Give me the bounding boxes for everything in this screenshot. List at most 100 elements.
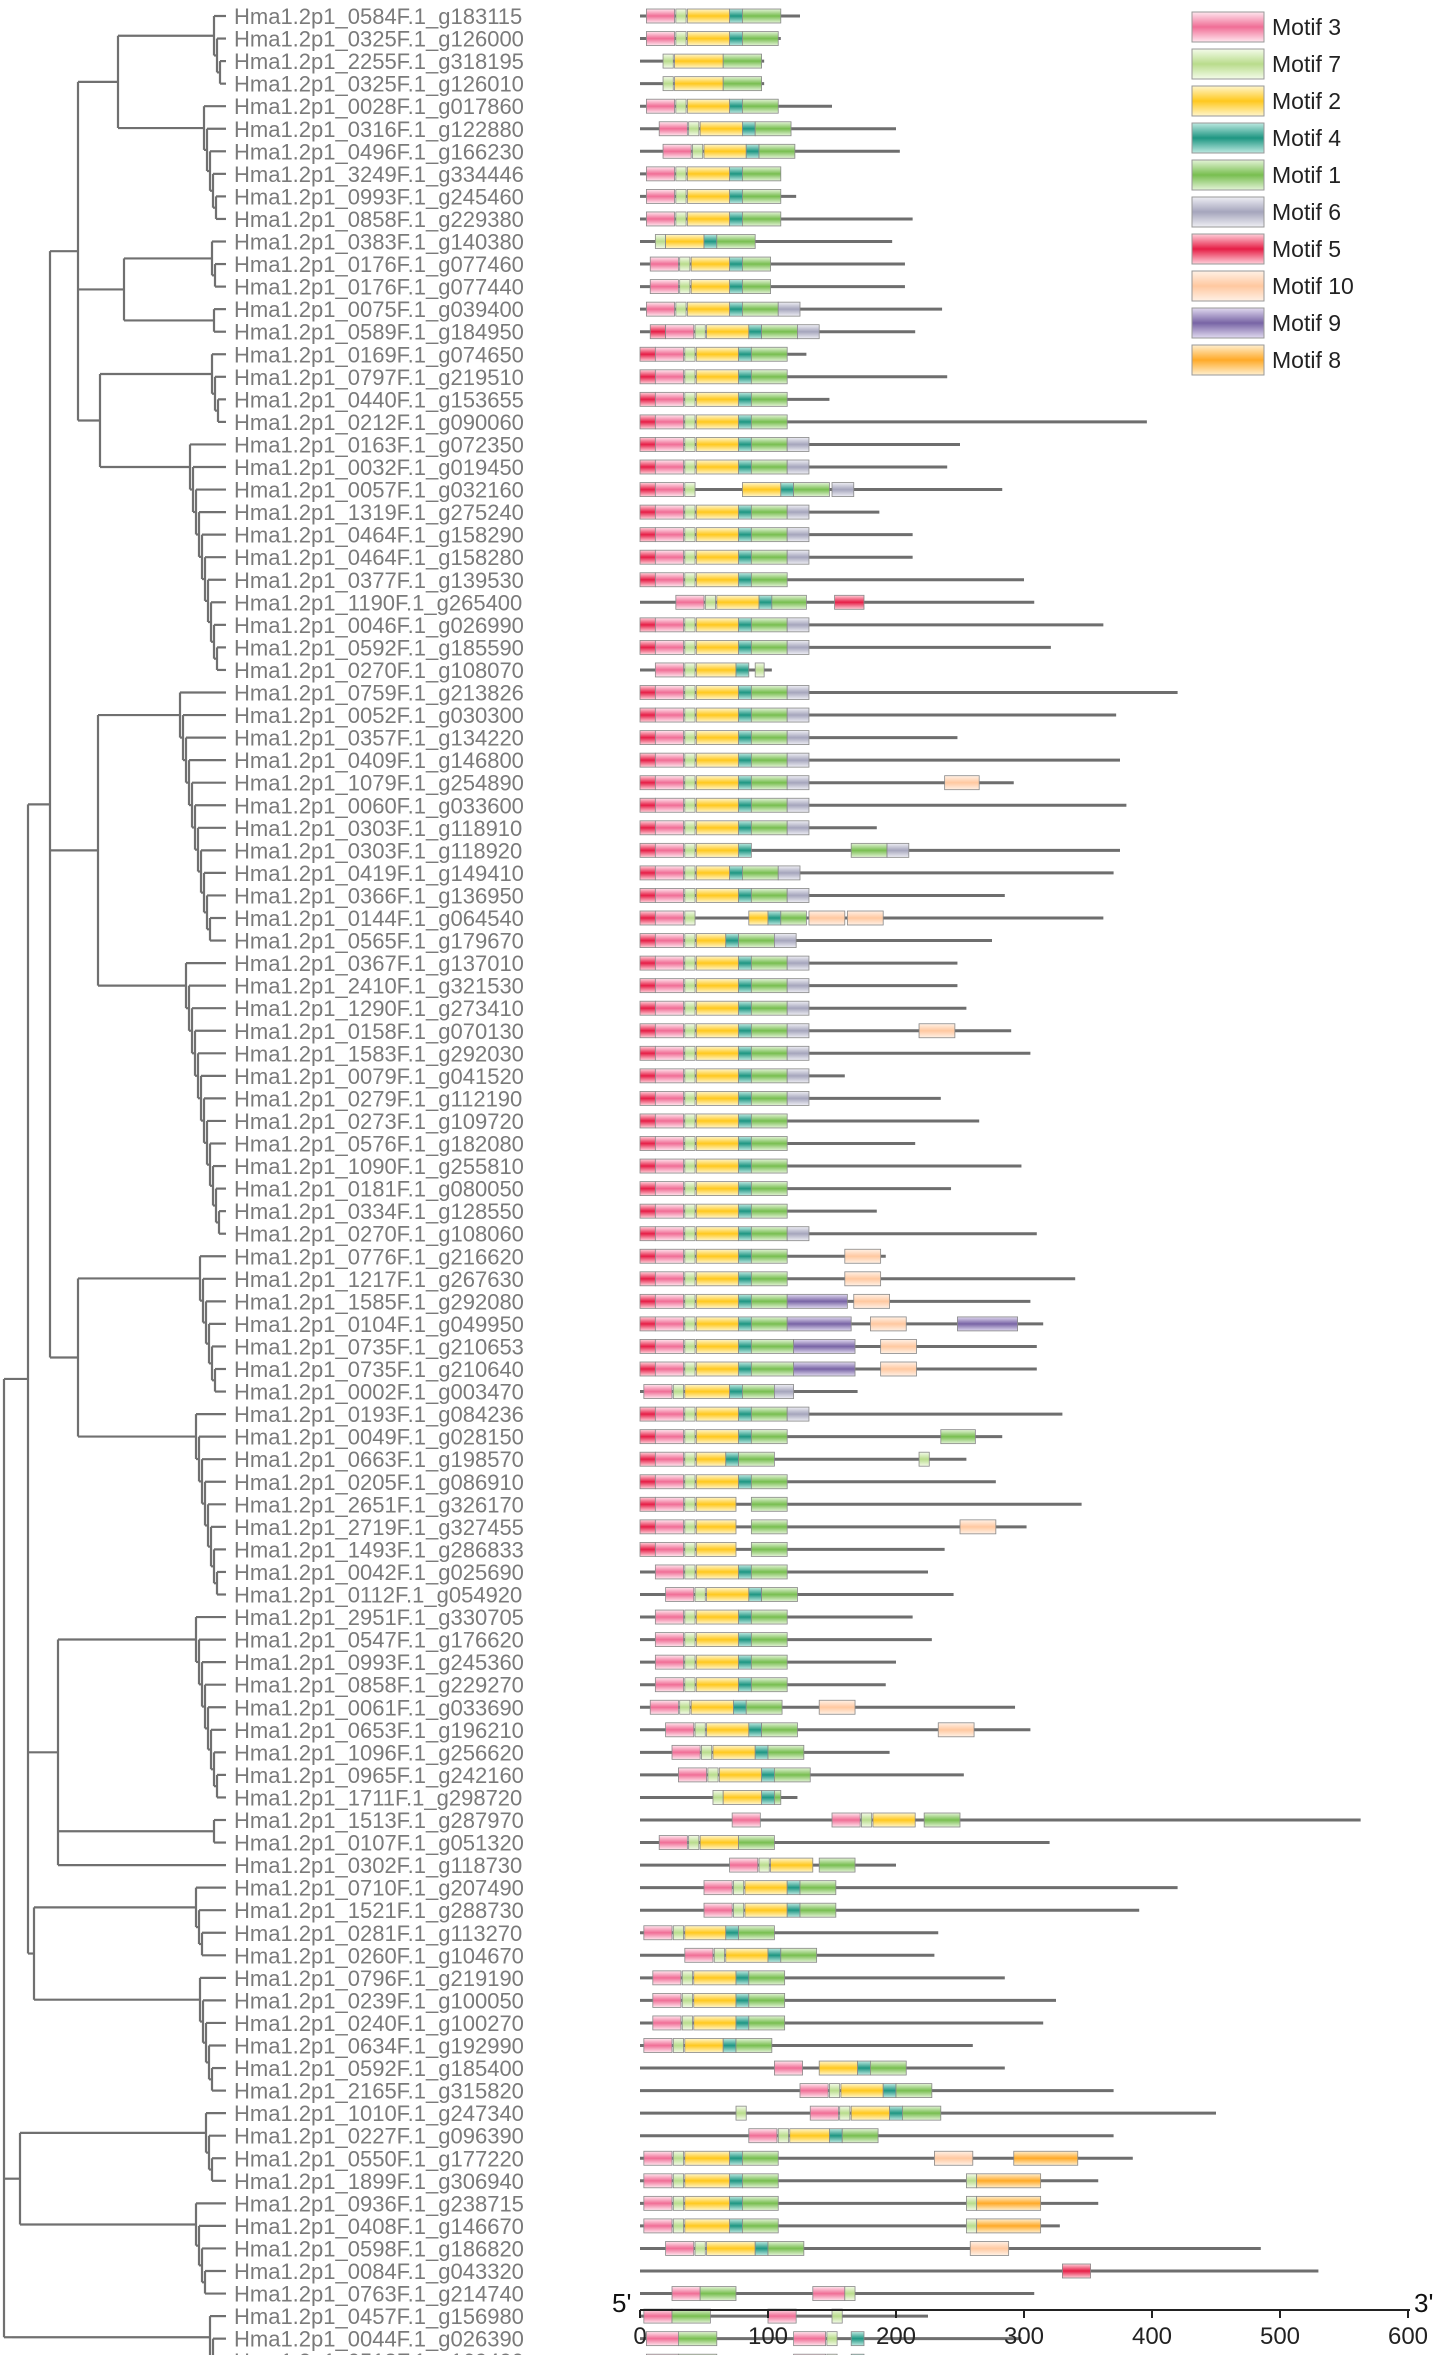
motif-box-m4 [738,1293,752,1309]
gene-label: Hma1.2p1_1513F.1_g287970 [234,1808,524,1833]
motif-box-m3 [793,2331,826,2347]
motif-box-m4 [738,617,752,633]
motif-box-m1 [750,572,788,588]
motif-box-m3 [654,1158,684,1174]
motif-box-m5 [639,1429,656,1445]
gene-track [639,572,1024,588]
gene-track [639,820,877,836]
motif-box-m3 [748,2128,778,2144]
gene-track [640,121,896,137]
motif-box-m3 [654,662,684,678]
motif-box-m4 [738,1113,752,1129]
motif-box-m6 [786,1226,810,1242]
motif-box-m4 [767,910,782,926]
motif-box-m1 [750,1632,788,1647]
motif-box-m7 [966,2218,978,2234]
gene-track [640,1587,954,1602]
gene-label: Hma1.2p1_0576F.1_g182080 [234,1132,524,1157]
motif-box-m1 [818,1857,856,1873]
motif-box-m4 [738,640,752,655]
gene-label: Hma1.2p1_0763F.1_g214740 [234,2282,524,2307]
motif-box-m1 [750,1677,788,1693]
gene-label: Hma1.2p1_0598F.1_g186820 [234,2236,524,2261]
gene-track [640,98,832,114]
motif-box-m6 [786,527,810,543]
motif-box-m4 [850,2331,865,2347]
motif-box-m2 [818,2060,859,2076]
motif-box-m3 [649,1699,679,1715]
motif-box-m2 [695,459,739,475]
motif-box-m4 [729,8,743,24]
motif-box-m4 [735,2015,750,2031]
gene-track [640,1857,896,1873]
motif-box-m4 [857,2060,871,2076]
motif-box-m3 [643,1384,673,1399]
axis-tick-label: 100 [748,2323,788,2350]
motif-box-m10 [844,1271,882,1287]
motif-box-m2 [695,1519,737,1535]
motif-box-m4 [738,775,752,791]
axis-tick-label: 600 [1388,2323,1428,2350]
motif-box-m4 [738,459,752,475]
gene-label: Hma1.2p1_0464F.1_g158280 [234,545,524,570]
gene-track [639,1136,916,1151]
legend-swatch-m3 [1191,11,1265,43]
motif-box-m7 [681,1970,693,1986]
motif-box-m1 [750,1203,788,1219]
motif-box-m7 [684,1293,696,1309]
motif-box-m5 [639,346,656,362]
motif-box-m3 [654,978,684,994]
motif-box-m5 [639,1181,656,1196]
motif-box-m7 [684,820,696,836]
motif-box-m7 [684,391,696,407]
motif-box-m1 [750,1045,788,1061]
motif-box-m5 [639,730,656,745]
gene-track [640,1609,913,1625]
gene-label: Hma1.2p1_0409F.1_g146800 [234,748,524,773]
legend-swatch-m7 [1191,48,1265,80]
motif-box-m2 [695,933,727,948]
gene-track [639,1068,845,1084]
motif-box-m1 [761,1722,798,1738]
gene-label: Hma1.2p1_1521F.1_g288730 [234,1898,524,1923]
gene-label: Hma1.2p1_1319F.1_g275240 [234,500,524,525]
motif-box-m3 [654,1000,684,1016]
legend-swatch-m2 [1191,85,1265,117]
motif-box-m1 [742,865,779,881]
legend-swatch-m5 [1191,233,1265,265]
motif-box-m4 [729,2173,743,2189]
motif-box-m5 [639,1293,656,1309]
motif-box-m2 [770,1857,814,1873]
motif-box-m4 [729,2195,743,2211]
motif-box-m2 [699,1835,739,1850]
motif-box-m3 [665,2241,695,2256]
motif-box-m6 [786,617,810,633]
gene-track [639,1091,941,1106]
motif-box-m3 [654,1542,684,1557]
motif-box-m1 [767,1744,805,1760]
motif-box-m4 [738,730,752,745]
motif-box-m1 [780,1947,818,1963]
motif-box-m7 [684,1000,696,1016]
motif-box-m1 [841,2128,879,2144]
gene-track [640,76,765,92]
motif-box-m7 [684,1113,696,1129]
motif-box-m3 [767,2308,797,2324]
gene-label: Hma1.2p1_0079F.1_g041520 [234,1064,524,1089]
legend-swatch-m8 [1191,344,1265,376]
motif-box-m5 [639,482,656,497]
motif-box-m4 [738,527,752,543]
gene-track [640,1677,886,1693]
motif-box-m7 [679,256,691,272]
motif-box-m7 [684,1609,696,1625]
motif-box-m5 [639,1203,656,1219]
gene-track [639,910,1104,926]
gene-track [639,391,830,407]
motif-box-m1 [750,346,788,362]
motif-box-m7 [918,1451,930,1467]
motif-box-m3 [654,1519,684,1535]
motif-box-m2 [695,865,731,881]
motif-box-m2 [695,1293,739,1309]
gene-label: Hma1.2p1_0565F.1_g179670 [234,929,524,954]
motif-box-m3 [654,685,684,700]
